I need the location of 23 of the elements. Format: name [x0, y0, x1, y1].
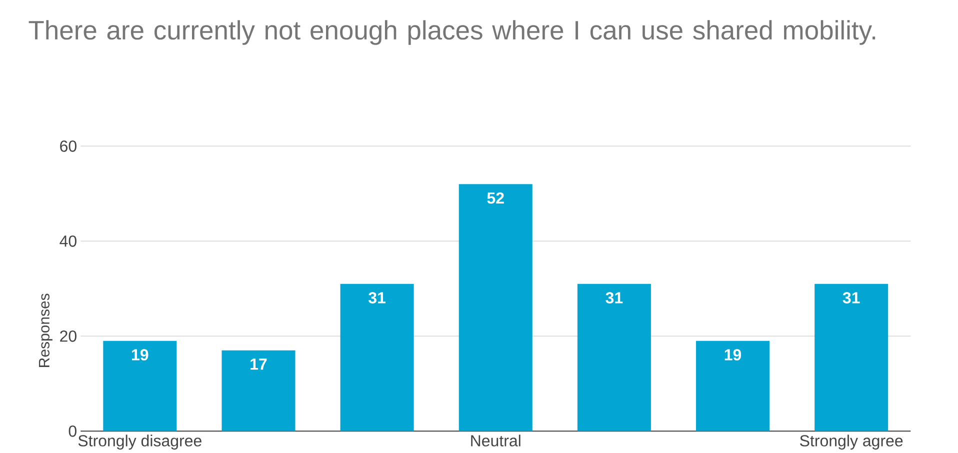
bar [340, 284, 414, 432]
y-tick-label: 20 [60, 330, 76, 342]
bar [577, 284, 651, 432]
bar [458, 184, 532, 432]
bar [103, 340, 177, 432]
data-label: 31 [606, 292, 623, 304]
data-label: 17 [250, 358, 267, 370]
bar [696, 340, 770, 432]
x-tick-label: Neutral [471, 434, 520, 446]
chart-title: There are currently not enough places where I can use shared mobility. [28, 20, 876, 45]
x-tick-label: Strongly disagree [78, 434, 202, 450]
data-label: 31 [368, 292, 386, 304]
bar [814, 284, 888, 432]
data-label: 19 [724, 349, 742, 360]
y-axis-title: Responses [39, 294, 52, 367]
y-tick-label: 40 [60, 235, 76, 247]
x-tick-label: Strongly agree [800, 434, 903, 450]
bar [222, 350, 296, 432]
data-label: 52 [487, 192, 504, 204]
y-tick-label: 60 [60, 140, 76, 152]
data-label: 31 [842, 292, 860, 304]
y-tick-label: 0 [68, 425, 76, 437]
data-label: 19 [132, 349, 148, 360]
